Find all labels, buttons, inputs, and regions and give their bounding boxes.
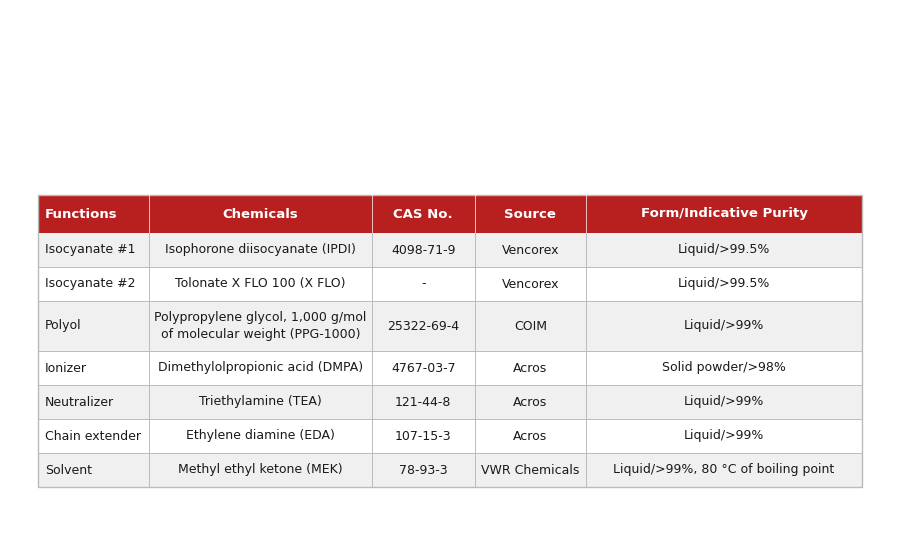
Text: Tolonate X FLO 100 (X FLO): Tolonate X FLO 100 (X FLO) [176,278,346,290]
Bar [38,351,862,385]
Text: Source: Source [504,207,556,221]
Bar [38,301,862,351]
Bar [38,233,862,267]
Bar [38,385,862,419]
Text: Solvent: Solvent [45,464,92,476]
Text: Liquid/>99.5%: Liquid/>99.5% [678,244,770,256]
Text: Triethylamine (TEA): Triethylamine (TEA) [199,395,322,409]
Text: Methyl ethyl ketone (MEK): Methyl ethyl ketone (MEK) [178,464,343,476]
Text: 4767-03-7: 4767-03-7 [391,361,455,375]
Text: Liquid/>99%: Liquid/>99% [684,430,764,443]
Bar [38,195,862,487]
Text: 78-93-3: 78-93-3 [399,464,447,476]
Bar [38,267,862,301]
Bar [38,453,862,487]
Text: 107-15-3: 107-15-3 [395,430,452,443]
Text: Vencorex: Vencorex [501,244,559,256]
Text: Liquid/>99%, 80 °C of boiling point: Liquid/>99%, 80 °C of boiling point [614,464,834,476]
Text: Liquid/>99.5%: Liquid/>99.5% [678,278,770,290]
Text: 4098-71-9: 4098-71-9 [391,244,455,256]
Text: Ethylene diamine (EDA): Ethylene diamine (EDA) [186,430,335,443]
Text: Polyol: Polyol [45,320,82,333]
Text: VWR Chemicals: VWR Chemicals [482,464,580,476]
Text: Chemicals: Chemicals [222,207,299,221]
Text: Neutralizer: Neutralizer [45,395,114,409]
Text: CAS No.: CAS No. [393,207,453,221]
Text: Polypropylene glycol, 1,000 g/mol
of molecular weight (PPG-1000): Polypropylene glycol, 1,000 g/mol of mol… [154,311,366,341]
Text: Acros: Acros [513,361,547,375]
Text: -: - [421,278,426,290]
Text: Liquid/>99%: Liquid/>99% [684,395,764,409]
Text: Liquid/>99%: Liquid/>99% [684,320,764,333]
Text: Acros: Acros [513,430,547,443]
Text: Isocyanate #2: Isocyanate #2 [45,278,136,290]
Text: 25322-69-4: 25322-69-4 [387,320,459,333]
Text: Isophorone diisocyanate (IPDI): Isophorone diisocyanate (IPDI) [165,244,356,256]
Text: Acros: Acros [513,395,547,409]
Text: Form/Indicative Purity: Form/Indicative Purity [641,207,807,221]
Text: Dimethylolpropionic acid (DMPA): Dimethylolpropionic acid (DMPA) [158,361,363,375]
Bar [38,419,862,453]
Text: COIM: COIM [514,320,547,333]
Text: Chain extender: Chain extender [45,430,141,443]
Bar [38,195,862,233]
Text: Vencorex: Vencorex [501,278,559,290]
Text: Ionizer: Ionizer [45,361,87,375]
Text: Solid powder/>98%: Solid powder/>98% [662,361,786,375]
Text: Functions: Functions [45,207,118,221]
Text: Isocyanate #1: Isocyanate #1 [45,244,136,256]
Text: 121-44-8: 121-44-8 [395,395,452,409]
